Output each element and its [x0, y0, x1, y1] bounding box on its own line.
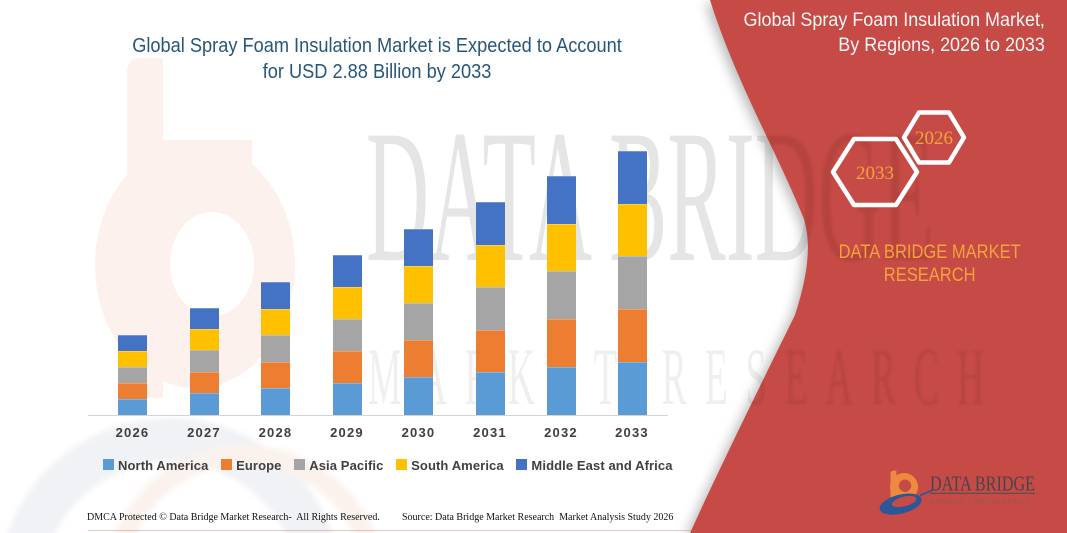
svg-text:2033: 2033 — [856, 163, 894, 184]
svg-text:DATA BRIDGE: DATA BRIDGE — [930, 472, 1035, 496]
svg-text:MARKET RESEARCH: MARKET RESEARCH — [931, 497, 1029, 506]
svg-text:2026: 2026 — [915, 128, 953, 149]
